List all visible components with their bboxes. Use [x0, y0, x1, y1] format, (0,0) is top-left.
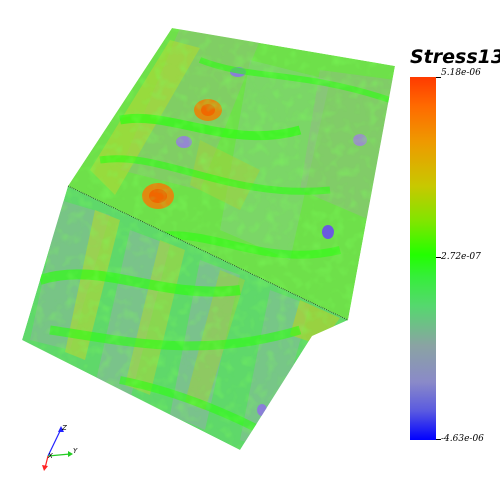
z-axis-label: Z [61, 424, 67, 432]
z-axis-arrow [58, 426, 64, 432]
legend-title: Stress13 [410, 46, 500, 68]
legend-mid-tick [436, 257, 441, 258]
y-axis-line [47, 453, 71, 457]
cube-edge [67, 185, 349, 321]
x-axis-label: X [47, 452, 53, 460]
orientation-axes: Z Y X [42, 424, 78, 471]
legend-min-tick [436, 439, 441, 440]
legend-max-tick [436, 77, 441, 78]
x-axis-arrow [42, 465, 48, 471]
z-axis-line [47, 428, 62, 457]
legend-mid-label: 2.72e-07 [441, 252, 481, 262]
legend-min-label: -4.63e-06 [441, 434, 484, 444]
color-bar [410, 77, 436, 440]
y-axis-arrow [68, 451, 73, 457]
y-axis-label: Y [73, 447, 78, 455]
legend-max-label: 5.18e-06 [441, 68, 481, 78]
